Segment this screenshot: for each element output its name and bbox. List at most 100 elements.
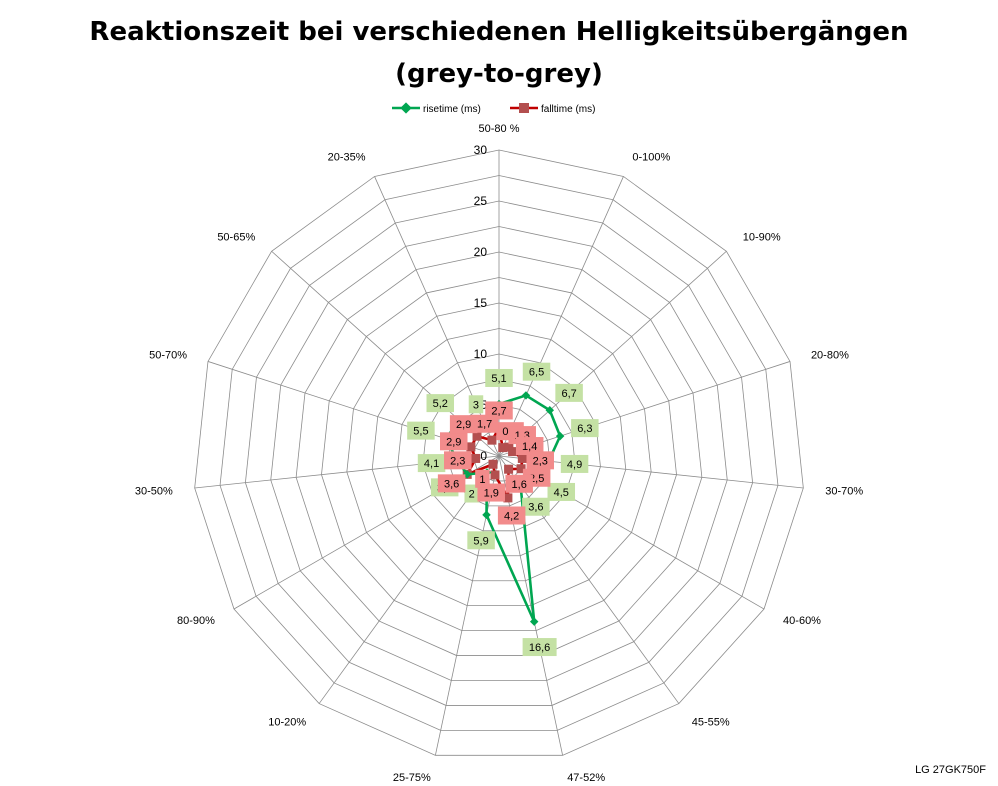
data-label: 2,3: [450, 455, 465, 467]
data-point-falltime: [508, 447, 518, 457]
tick-label: 25: [474, 194, 488, 208]
data-label: 2,9: [456, 419, 471, 431]
grid-ring: [422, 379, 576, 532]
category-label: 30-50%: [135, 485, 173, 497]
grid-ring: [346, 302, 652, 607]
data-point-falltime: [516, 464, 526, 474]
data-point-risetime: [555, 431, 565, 441]
grid-ring: [244, 200, 754, 706]
grid-spoke: [498, 455, 680, 704]
data-label-box: [426, 394, 455, 413]
data-label: 3,6: [528, 502, 543, 514]
data-label: 2,9: [446, 436, 461, 448]
legend-item-falltime: falltime (ms): [510, 103, 595, 115]
category-label: 50-80 %: [479, 123, 520, 135]
grid-ring: [371, 328, 627, 582]
category-label: 40-60%: [783, 615, 821, 627]
data-label-box: [522, 362, 551, 381]
data-label-box: [485, 368, 513, 387]
category-label: 80-90%: [177, 615, 215, 627]
data-label-box: [522, 638, 557, 657]
category-label: 50-65%: [217, 232, 255, 244]
data-point-falltime: [490, 470, 500, 480]
tick-label: 5: [480, 398, 487, 412]
category-label: 20-35%: [328, 151, 366, 163]
legend-label-risetime: risetime (ms): [423, 104, 481, 115]
data-label-box: [560, 454, 589, 473]
category-label: 45-55%: [692, 716, 730, 728]
category-label: 10-90%: [743, 232, 781, 244]
data-label: 2: [469, 489, 475, 501]
data-point-falltime: [487, 435, 497, 445]
data-label: 4,9: [567, 459, 582, 471]
data-label: 1,9: [484, 488, 499, 500]
chart-subtitle: (grey-to-grey): [395, 59, 603, 89]
data-label: 4,2: [504, 511, 519, 523]
data-label: 3,6: [444, 478, 459, 490]
data-label-box: [467, 531, 495, 550]
tick-label: 0: [480, 449, 487, 463]
tick-label: 30: [474, 143, 488, 157]
data-labels: 5,1 6,5 6,7 6,3 4,9 4,5 3,6 16,6 5,9 2 3,6 4,1 5,5 5,…: [407, 362, 599, 657]
data-label-box: [439, 432, 468, 451]
data-label: 5,1: [491, 373, 506, 385]
data-label-box: [407, 421, 435, 440]
data-label-box: [470, 414, 499, 433]
grid-spoke: [498, 361, 791, 457]
data-label-box: [464, 484, 479, 503]
tick-label: 20: [474, 245, 488, 259]
data-label-box: [475, 469, 490, 488]
grid-ring: [321, 277, 677, 631]
data-point-risetime: [529, 617, 539, 626]
data-label-box: [522, 497, 550, 516]
data-label-box: [505, 474, 533, 493]
grid-ring: [270, 226, 728, 681]
data-label: 1,7: [477, 419, 492, 431]
grid-ring: [219, 175, 779, 731]
data-label-box: [526, 451, 554, 470]
data-label: 6,5: [529, 367, 544, 379]
data-label-box: [571, 419, 599, 438]
legend-marker-falltime: [519, 103, 529, 113]
data-point-falltime: [503, 493, 513, 503]
radar-grid: [194, 149, 804, 756]
data-point-falltime: [471, 453, 481, 463]
data-label-box: [497, 506, 526, 525]
data-label: 5,2: [433, 398, 448, 410]
data-label-box: [417, 454, 446, 473]
data-label: 1: [479, 474, 485, 486]
data-label: 1,4: [522, 441, 537, 453]
category-labels: 50-80 % 0-100% 10-90% 20-80% 30-70% 40-60% 45-…: [135, 123, 863, 784]
tick-label: 10: [474, 347, 488, 361]
legend: risetime (ms) falltime (ms): [392, 102, 595, 115]
data-label: 5,5: [413, 426, 428, 438]
data-point-falltime: [488, 459, 498, 469]
radial-ticks: 0 5 10 15 20 25 30: [474, 143, 488, 463]
data-label: 6,7: [561, 388, 576, 400]
data-label-box: [449, 415, 478, 434]
data-point-risetime: [521, 391, 531, 400]
legend-marker-risetime: [400, 102, 412, 114]
grid-spoke: [498, 176, 624, 457]
data-point-falltime: [472, 431, 482, 441]
legend-label-falltime: falltime (ms): [541, 104, 595, 115]
data-label-box: [444, 451, 472, 470]
data-point-falltime: [466, 442, 476, 452]
data-label: 16,6: [529, 642, 550, 654]
data-label-box: [437, 474, 466, 493]
data-point-risetime: [482, 510, 491, 520]
data-label-box: [477, 483, 505, 502]
category-label: 25-75%: [393, 772, 431, 784]
data-point-falltime: [504, 464, 514, 474]
data-label: 4,5: [554, 487, 569, 499]
data-label: 5,9: [473, 535, 488, 547]
data-point-falltime: [517, 453, 527, 463]
footer-model-label: LG 27GK750F: [915, 764, 986, 776]
category-label: 47-52%: [567, 772, 605, 784]
data-label-box: [515, 437, 544, 456]
data-label-box: [468, 395, 484, 414]
data-label: 2,3: [533, 455, 548, 467]
data-label: 1,6: [512, 479, 527, 491]
legend-item-risetime: risetime (ms): [392, 102, 481, 115]
